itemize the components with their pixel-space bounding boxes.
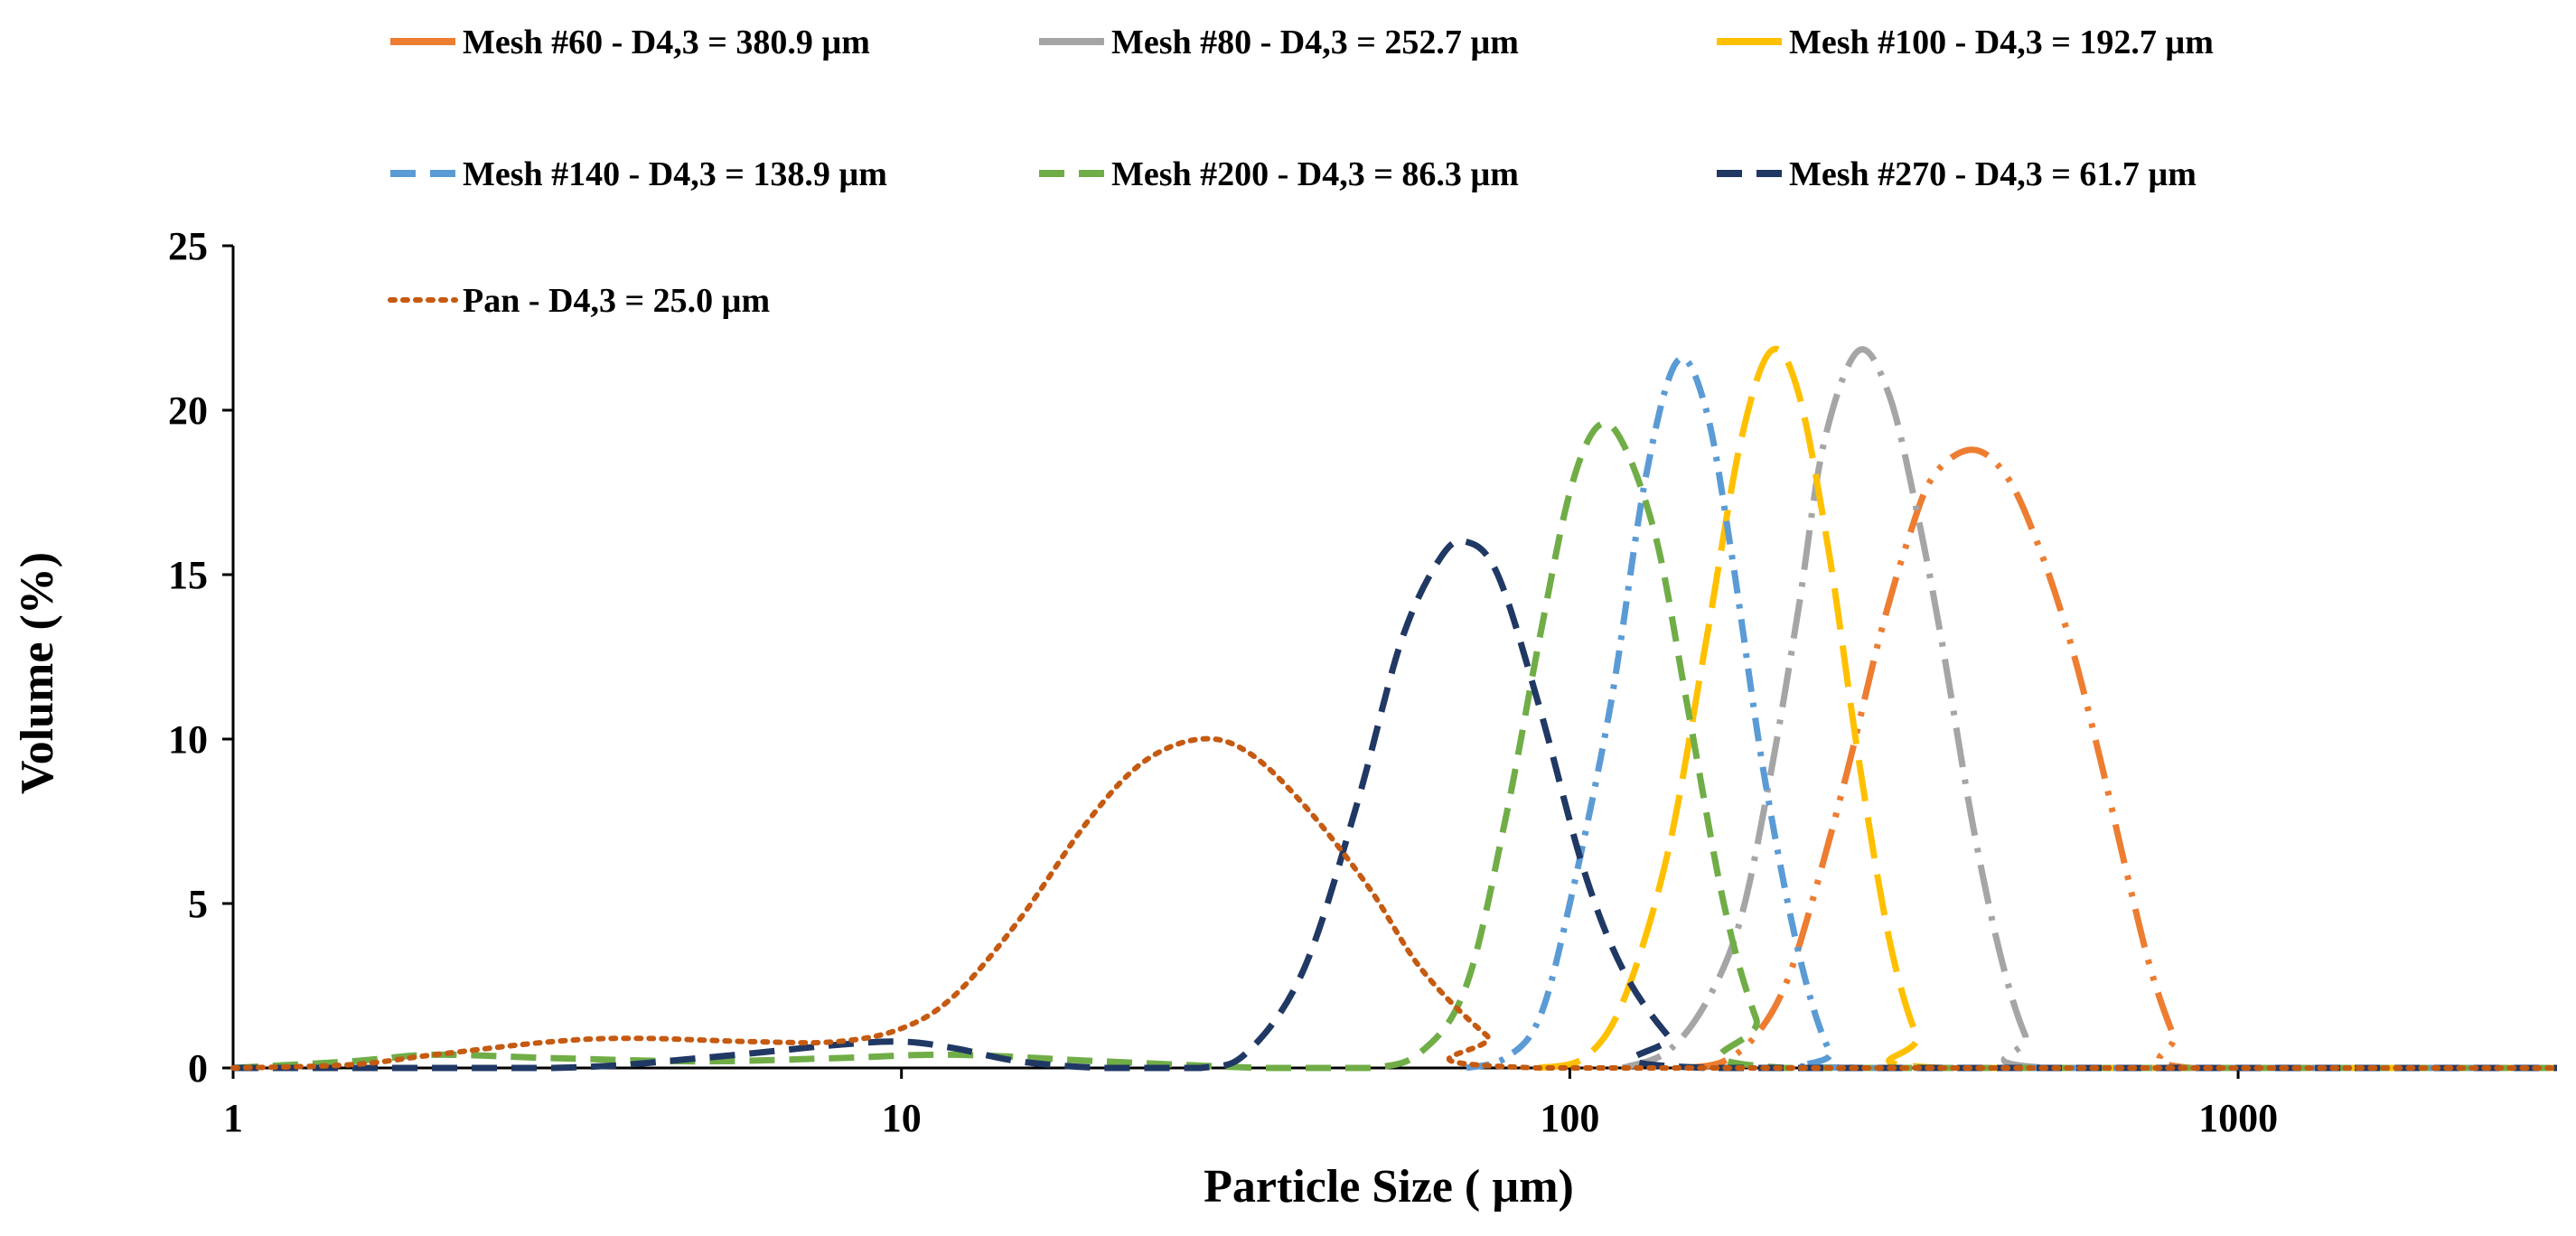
x-tick-label: 1 [223, 1096, 243, 1140]
legend-item-4: Mesh #200 - D4,3 = 86.3 µm [1039, 155, 1519, 193]
legend-label: Mesh #200 - D4,3 = 86.3 µm [1111, 155, 1519, 193]
legend-item-0: Mesh #60 - D4,3 = 380.9 µm [390, 23, 870, 61]
y-tick-label: 5 [188, 882, 208, 926]
y-tick-label: 20 [168, 389, 208, 433]
legend-label: Mesh #80 - D4,3 = 252.7 µm [1111, 23, 1519, 61]
legend: Mesh #60 - D4,3 = 380.9 µm Mesh #80 - D4,… [388, 23, 2214, 320]
legend-item-6: Pan - D4,3 = 25.0 µm [388, 282, 770, 320]
series-line-6 [230, 735, 2560, 1072]
y-tick-label: 0 [188, 1046, 208, 1091]
x-axis-title: Particle Size ( µm) [1204, 1161, 1574, 1213]
legend-item-2: Mesh #100 - D4,3 = 192.7 µm [1717, 23, 2214, 61]
legend-label: Mesh #100 - D4,3 = 192.7 µm [1789, 23, 2214, 61]
y-axis-title: Volume (%) [12, 552, 63, 794]
x-tick-label: 100 [1540, 1096, 1599, 1140]
legend-item-3: Mesh #140 - D4,3 = 138.9 µm [390, 155, 887, 193]
series-line-2 [1538, 345, 2557, 1072]
legend-item-1: Mesh #80 - D4,3 = 252.7 µm [1039, 23, 1519, 61]
y-tick-label: 15 [168, 553, 208, 597]
series-line-4 [232, 419, 2557, 1072]
series-line-1 [1621, 346, 2557, 1072]
legend-label: Mesh #270 - D4,3 = 61.7 µm [1789, 155, 2197, 193]
plot-series [230, 345, 2560, 1072]
x-tick-label: 1000 [2198, 1096, 2278, 1140]
legend-label: Mesh #140 - D4,3 = 138.9 µm [463, 155, 887, 193]
legend-item-5: Mesh #270 - D4,3 = 61.7 µm [1717, 155, 2197, 193]
series-line-0 [1686, 446, 2557, 1072]
y-tick-label: 25 [168, 224, 208, 268]
x-tick-label: 10 [882, 1096, 922, 1140]
y-tick-label: 10 [168, 717, 208, 762]
legend-label: Pan - D4,3 = 25.0 µm [463, 282, 770, 320]
axis-ticks: 0 5 10 15 20 25 1 10 100 1000 [168, 224, 2278, 1140]
series-line-5 [233, 538, 2557, 1072]
legend-label: Mesh #60 - D4,3 = 380.9 µm [463, 23, 870, 61]
